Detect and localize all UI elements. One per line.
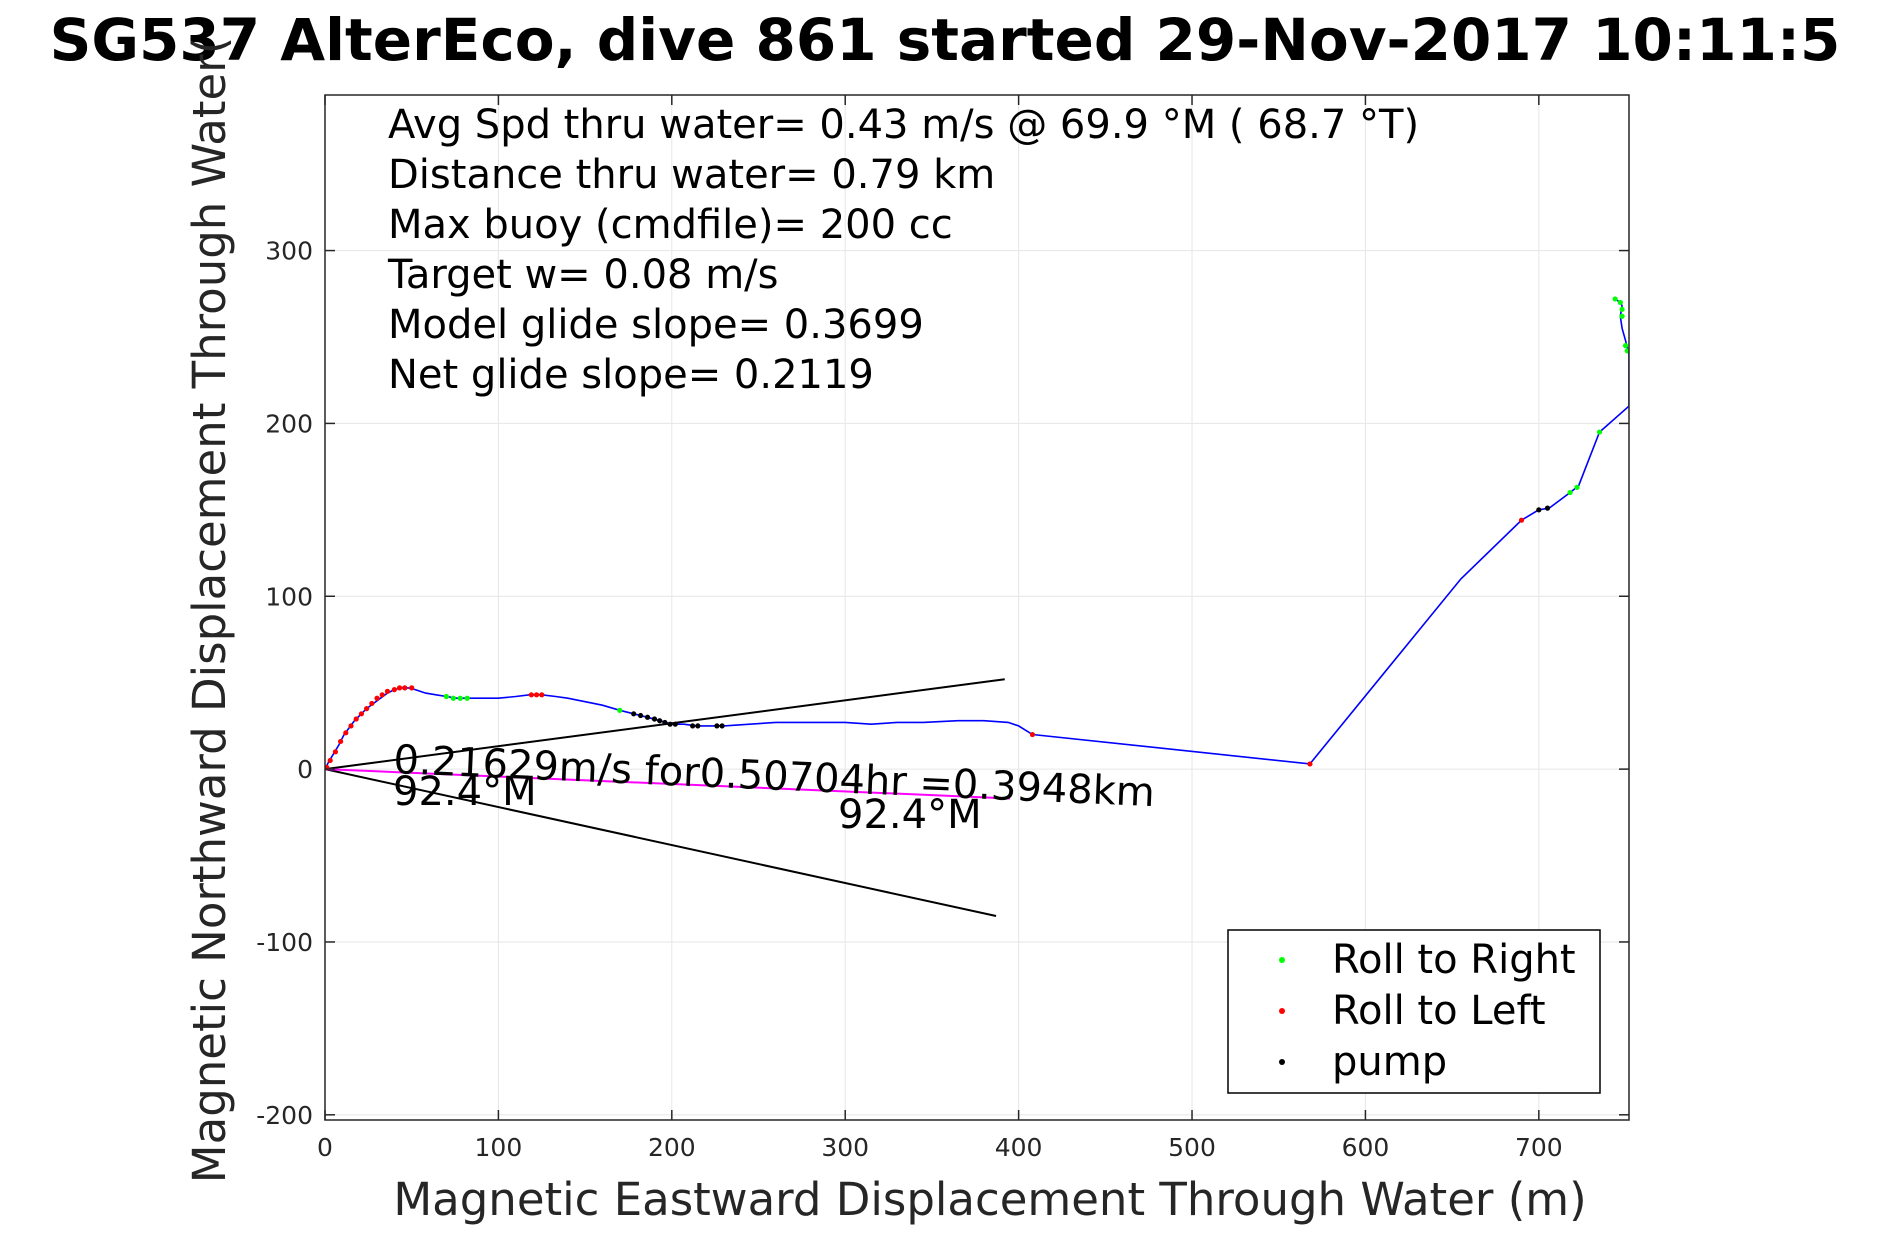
- roll-left-point: [1307, 761, 1313, 767]
- roll-left-point: [369, 700, 375, 707]
- roll-right-point: [457, 695, 463, 701]
- roll-left-point: [332, 749, 339, 755]
- roll-left-point: [343, 730, 349, 736]
- stat-avg-speed: Avg Spd thru water= 0.43 m/s @ 69.9 °M (…: [388, 102, 1419, 148]
- plot-frame: [324, 94, 1630, 1121]
- legend-marker-pump: [1279, 1059, 1285, 1065]
- roll-left-point: [1518, 517, 1525, 523]
- x-tick-label: 700: [1515, 1133, 1563, 1162]
- roll-right-point: [464, 695, 470, 701]
- roll-right-point: [1617, 299, 1623, 306]
- y-tick-label: -200: [256, 1101, 313, 1130]
- pump-point: [667, 721, 673, 727]
- roll-left-point: [379, 692, 385, 698]
- plot-series: [325, 296, 1629, 918]
- y-tick-label: -100: [256, 928, 313, 957]
- roll-left-point: [374, 695, 380, 701]
- stats-box: Avg Spd thru water= 0.43 m/s @ 69.9 °M (…: [387, 102, 1419, 398]
- legend-marker-roll-right: [1279, 957, 1285, 963]
- pump-point: [695, 723, 701, 729]
- roll-right-point: [1574, 484, 1580, 490]
- roll-left-point: [528, 692, 534, 698]
- roll-left-point: [384, 688, 391, 694]
- stat-net-glide-slope: Net glide slope= 0.2119: [388, 352, 874, 398]
- x-tick-label: 600: [1342, 1133, 1390, 1162]
- stat-target-w: Target w= 0.08 m/s: [387, 252, 778, 298]
- roll-right-point: [1624, 348, 1629, 354]
- legend-box: [1227, 929, 1601, 1094]
- roll-left-point: [338, 738, 344, 745]
- roll-right-point: [1612, 296, 1618, 302]
- heading-annotation-far: 92.4°M: [838, 792, 982, 838]
- roll-right-point: [450, 695, 456, 701]
- roll-right-point: [1622, 343, 1629, 349]
- pump-point: [637, 712, 644, 719]
- roll-left-point: [391, 687, 397, 693]
- roll-left-point: [1029, 731, 1036, 738]
- roll-right-point: [1619, 306, 1625, 312]
- legend-label-roll-left: Roll to Left: [1332, 988, 1546, 1034]
- x-tick-label: 0: [317, 1133, 333, 1162]
- roll-right-point: [1619, 313, 1625, 319]
- axis-ticks: 0 100 200 300 400 500 600 700 -200 -100 0 100 200 300: [256, 95, 1629, 1162]
- pump-point: [651, 716, 658, 722]
- y-tick-label: 300: [265, 237, 313, 266]
- pump-point: [657, 718, 663, 724]
- x-tick-label: 500: [1168, 1133, 1216, 1162]
- current-line: [325, 768, 1010, 800]
- lower-bound-line: [325, 768, 997, 918]
- roll-right-point: [617, 707, 623, 713]
- roll-left-point: [402, 685, 408, 691]
- pump-point: [644, 714, 651, 720]
- x-tick-label: 100: [475, 1133, 523, 1162]
- pump-point: [672, 721, 678, 727]
- pump-point: [631, 711, 637, 717]
- y-tick-label: 0: [297, 755, 313, 784]
- x-axis-label: Magnetic Eastward Displacement Through W…: [393, 1173, 1586, 1226]
- y-tick-label: 200: [265, 409, 313, 438]
- roll-right-point: [1567, 489, 1573, 496]
- y-axis-label: Magnetic Northward Displacement Through …: [183, 37, 236, 1183]
- legend-label-roll-right: Roll to Right: [1332, 937, 1576, 983]
- roll-left-point: [327, 757, 333, 764]
- roll-left-point: [396, 685, 403, 691]
- pump-point: [662, 719, 668, 726]
- roll-left-point: [353, 716, 359, 722]
- stat-model-glide-slope: Model glide slope= 0.3699: [388, 302, 924, 348]
- roll-left-point: [409, 685, 415, 691]
- roll-left-point: [348, 723, 354, 729]
- roll-left-point: [533, 692, 540, 698]
- stat-max-buoy: Max buoy (cmdfile)= 200 cc: [388, 202, 953, 248]
- pump-point: [714, 723, 720, 729]
- pump-point: [1536, 507, 1542, 513]
- roll-left-point: [539, 692, 545, 698]
- stat-distance: Distance thru water= 0.79 km: [388, 152, 995, 198]
- chart-title: SG537 AlterEco, dive 861 started 29-Nov-…: [50, 6, 1841, 74]
- heading-annotation-near: 92.4°M: [393, 769, 537, 815]
- x-tick-label: 300: [821, 1133, 869, 1162]
- x-tick-label: 200: [648, 1133, 696, 1162]
- pump-point: [1544, 505, 1551, 511]
- roll-left-point: [364, 706, 370, 712]
- legend: Roll to Right Roll to Left pump: [1227, 929, 1601, 1094]
- roll-left-point: [358, 711, 365, 717]
- roll-right-point: [443, 693, 449, 700]
- pump-point: [690, 723, 696, 729]
- y-tick-label: 100: [265, 582, 313, 611]
- roll-right-point: [1596, 429, 1603, 435]
- legend-marker-roll-left: [1279, 1008, 1285, 1014]
- legend-label-pump: pump: [1332, 1039, 1447, 1085]
- pump-point: [719, 723, 725, 729]
- x-tick-label: 400: [995, 1133, 1043, 1162]
